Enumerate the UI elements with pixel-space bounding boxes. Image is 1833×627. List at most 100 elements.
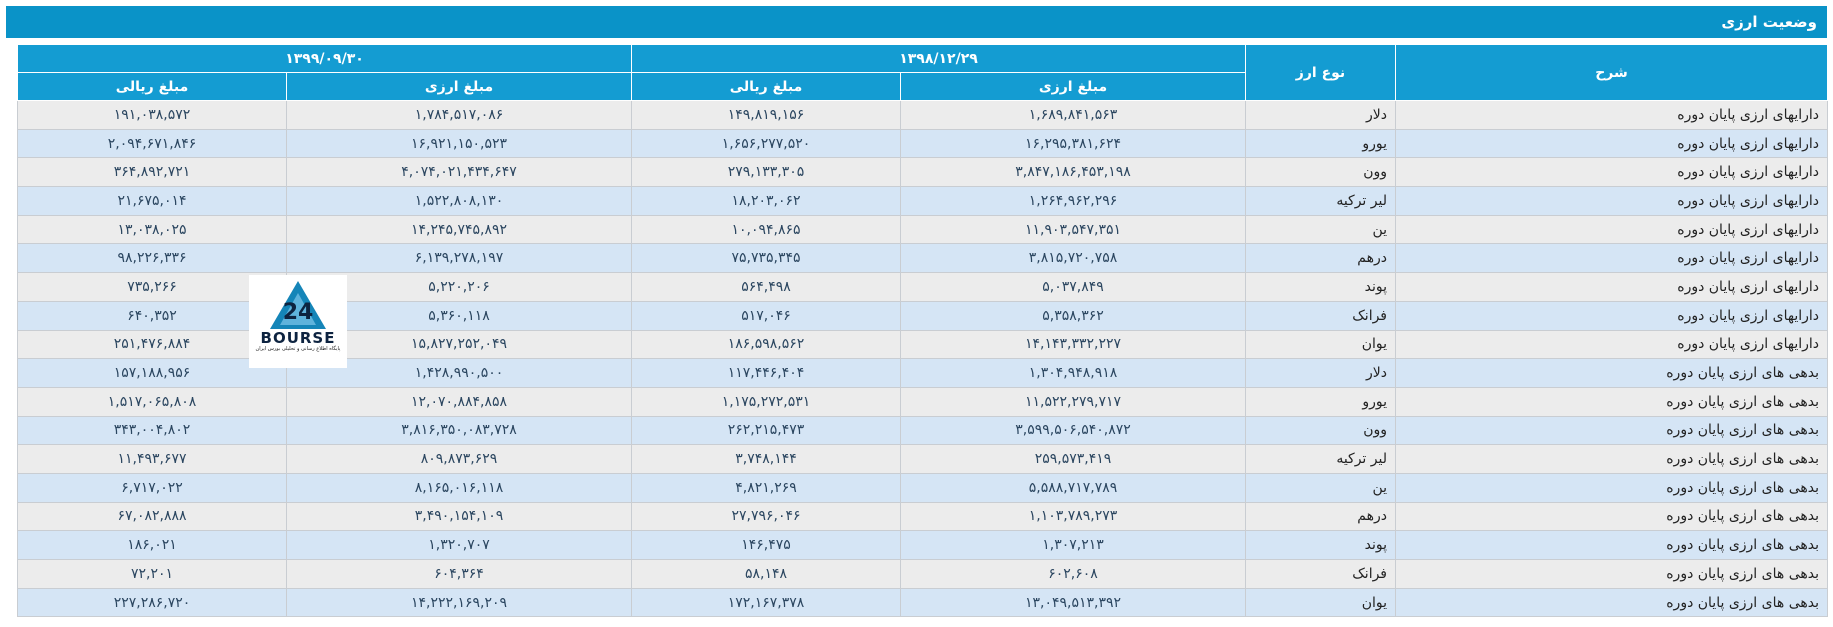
header-cell: ۱۳۹۹/۰۹/۳۰: [17, 44, 632, 73]
description-cell: بدهی های ارزی پایان دوره: [1395, 358, 1828, 388]
amount-cell: ۳,۸۱۶,۳۵۰,۰۸۳,۷۲۸: [286, 415, 632, 446]
amount-cell: ۴,۸۲۱,۲۶۹: [631, 472, 901, 503]
table-row: بدهی های ارزی پایان دوره لیر ترکیه ۲۵۹,۵۷۳…: [17, 444, 1828, 474]
currency-cell: یوان: [1245, 587, 1396, 618]
amount-cell: ۲۶۲,۲۱۵,۴۷۳: [631, 415, 901, 446]
amount-cell: ۱,۳۰۷,۲۱۳: [900, 530, 1246, 560]
amount-cell: ۱۶,۲۹۵,۳۸۱,۶۲۴: [900, 128, 1246, 159]
logo-brand: BOURSE: [260, 329, 336, 347]
amount-cell: ۵۶۴,۴۹۸: [631, 272, 901, 302]
amount-cell: ۵,۵۸۸,۷۱۷,۷۸۹: [900, 472, 1246, 503]
amount-cell: ۱۶,۹۲۱,۱۵۰,۵۲۳: [286, 128, 632, 159]
amount-cell: ۲۷۹,۱۳۳,۳۰۵: [631, 157, 901, 188]
amount-cell: ۱۳,۰۴۹,۵۱۳,۳۹۲: [900, 587, 1246, 618]
svg-text:24: 24: [283, 300, 314, 325]
amount-cell: ۶۷,۰۸۲,۸۸۸: [17, 501, 287, 532]
description-cell: بدهی های ارزی پایان دوره: [1395, 587, 1828, 618]
currency-cell: لیر ترکیه: [1245, 444, 1396, 474]
amount-cell: ۷۵,۷۳۵,۳۴۵: [631, 243, 901, 274]
amount-cell: ۱,۷۸۴,۵۱۷,۰۸۶: [286, 100, 632, 130]
description-cell: بدهی های ارزی پایان دوره: [1395, 444, 1828, 474]
description-cell: بدهی های ارزی پایان دوره: [1395, 415, 1828, 446]
header-cell: شرح: [1395, 44, 1828, 101]
amount-cell: ۶۰۲,۶۰۸: [900, 559, 1246, 589]
amount-cell: ۱,۵۱۷,۰۶۵,۸۰۸: [17, 386, 287, 417]
amount-cell: ۱۴,۲۲۲,۱۶۹,۲۰۹: [286, 587, 632, 618]
description-cell: دارایهای ارزی پایان دوره: [1395, 214, 1828, 245]
table-header: شرح نوع ارز ۱۳۹۸/۱۲/۲۹ ۱۳۹۹/۰۹/۳۰ مبلغ ا…: [17, 44, 1828, 101]
amount-cell: ۳,۵۹۹,۵۰۶,۵۴۰,۸۷۲: [900, 415, 1246, 446]
amount-cell: ۱۱,۴۹۳,۶۷۷: [17, 444, 287, 474]
table-row: بدهی های ارزی پایان دوره یورو ۱۱,۵۲۲,۲۷۹,۷…: [17, 386, 1828, 417]
amount-cell: ۱۴۶,۴۷۵: [631, 530, 901, 560]
description-cell: دارایهای ارزی پایان دوره: [1395, 128, 1828, 159]
amount-cell: ۵۱۷,۰۴۶: [631, 300, 901, 331]
amount-cell: ۲۷,۷۹۶,۰۴۶: [631, 501, 901, 532]
amount-cell: ۱۸۶,۵۹۸,۵۶۲: [631, 329, 901, 360]
amount-cell: ۱۲,۰۷۰,۸۸۴,۸۵۸: [286, 386, 632, 417]
header-cell: مبلغ ریالی: [17, 72, 287, 101]
currency-cell: ین: [1245, 472, 1396, 503]
amount-cell: ۱۵۷,۱۸۸,۹۵۶: [17, 358, 287, 388]
table-body: دارایهای ارزی پایان دوره دلار ۱,۶۸۹,۸۴۱,۵۶…: [17, 100, 1828, 618]
amount-cell: ۸,۱۶۵,۰۱۶,۱۱۸: [286, 472, 632, 503]
description-cell: بدهی های ارزی پایان دوره: [1395, 559, 1828, 589]
amount-cell: ۱,۱۰۳,۷۸۹,۲۷۳: [900, 501, 1246, 532]
amount-cell: ۴,۰۷۴,۰۲۱,۴۳۴,۶۴۷: [286, 157, 632, 188]
amount-cell: ۱۷۲,۱۶۷,۳۷۸: [631, 587, 901, 618]
header-cell: ۱۳۹۸/۱۲/۲۹: [631, 44, 1246, 73]
amount-cell: ۵,۰۳۷,۸۴۹: [900, 272, 1246, 302]
amount-cell: ۶,۷۱۷,۰۲۲: [17, 472, 287, 503]
amount-cell: ۵,۳۵۸,۳۶۲: [900, 300, 1246, 331]
amount-cell: ۱۸۶,۰۲۱: [17, 530, 287, 560]
amount-cell: ۳,۸۴۷,۱۸۶,۴۵۳,۱۹۸: [900, 157, 1246, 188]
amount-cell: ۱,۳۰۴,۹۴۸,۹۱۸: [900, 358, 1246, 388]
amount-cell: ۱۴,۱۴۳,۳۳۲,۲۲۷: [900, 329, 1246, 360]
header-cell: نوع ارز: [1245, 44, 1396, 101]
table-row: دارایهای ارزی پایان دوره ین ۱۱,۹۰۳,۵۴۷,۳۵۱…: [17, 214, 1828, 245]
description-cell: دارایهای ارزی پایان دوره: [1395, 186, 1828, 216]
amount-cell: ۷۳۵,۲۶۶: [17, 272, 287, 302]
watermark-logo: 24 BOURSE پایگاه اطلاع رسانی و تحلیلی بو…: [249, 275, 347, 368]
amount-cell: ۲,۰۹۴,۶۷۱,۸۴۶: [17, 128, 287, 159]
table-row: دارایهای ارزی پایان دوره فرانک ۵,۳۵۸,۳۶۲ ۵۱…: [17, 300, 1828, 331]
amount-cell: ۱۹۱,۰۳۸,۵۷۲: [17, 100, 287, 130]
amount-cell: ۹۸,۲۲۶,۳۳۶: [17, 243, 287, 274]
description-cell: بدهی های ارزی پایان دوره: [1395, 386, 1828, 417]
amount-cell: ۱,۴۲۸,۹۹۰,۵۰۰: [286, 358, 632, 388]
table-row: دارایهای ارزی پایان دوره لیر ترکیه ۱,۲۶۴,۹…: [17, 186, 1828, 216]
amount-cell: ۱۱,۵۲۲,۲۷۹,۷۱۷: [900, 386, 1246, 417]
description-cell: دارایهای ارزی پایان دوره: [1395, 329, 1828, 360]
table-row: بدهی های ارزی پایان دوره وون ۳,۵۹۹,۵۰۶,۵۴۰…: [17, 415, 1828, 446]
table-row: دارایهای ارزی پایان دوره دلار ۱,۶۸۹,۸۴۱,۵۶…: [17, 100, 1828, 130]
amount-cell: ۶۴۰,۳۵۲: [17, 300, 287, 331]
table-row: بدهی های ارزی پایان دوره درهم ۱,۱۰۳,۷۸۹,۲۷…: [17, 501, 1828, 532]
logo-icon: 24: [270, 281, 326, 329]
amount-cell: ۲۲۷,۲۸۶,۷۲۰: [17, 587, 287, 618]
amount-cell: ۳,۷۴۸,۱۴۴: [631, 444, 901, 474]
description-cell: دارایهای ارزی پایان دوره: [1395, 100, 1828, 130]
amount-cell: ۲۵۱,۴۷۶,۸۸۴: [17, 329, 287, 360]
amount-cell: ۱,۱۷۵,۲۷۲,۵۳۱: [631, 386, 901, 417]
description-cell: بدهی های ارزی پایان دوره: [1395, 472, 1828, 503]
amount-cell: ۱۸,۲۰۳,۰۶۲: [631, 186, 901, 216]
description-cell: بدهی های ارزی پایان دوره: [1395, 530, 1828, 560]
currency-cell: یورو: [1245, 128, 1396, 159]
amount-cell: ۳۴۳,۰۰۴,۸۰۲: [17, 415, 287, 446]
currency-cell: وون: [1245, 415, 1396, 446]
currency-cell: دلار: [1245, 100, 1396, 130]
table-row: بدهی های ارزی پایان دوره پوند ۱,۳۰۷,۲۱۳ ۱۴۶…: [17, 530, 1828, 560]
table-row: بدهی های ارزی پایان دوره فرانک ۶۰۲,۶۰۸ ۵۸,۱…: [17, 559, 1828, 589]
amount-cell: ۱۱,۹۰۳,۵۴۷,۳۵۱: [900, 214, 1246, 245]
logo-subtitle: پایگاه اطلاع رسانی و تحلیلی بورس ایران: [255, 346, 341, 352]
currency-cell: دلار: [1245, 358, 1396, 388]
table-row: بدهی های ارزی پایان دوره یوان ۱۳,۰۴۹,۵۱۳,۳…: [17, 587, 1828, 618]
header-cell: مبلغ ارزی: [286, 72, 632, 101]
table-row: بدهی های ارزی پایان دوره دلار ۱,۳۰۴,۹۴۸,۹۱…: [17, 358, 1828, 388]
header-cell: مبلغ ریالی: [631, 72, 901, 101]
amount-cell: ۷۲,۲۰۱: [17, 559, 287, 589]
currency-cell: ین: [1245, 214, 1396, 245]
title-bar: وضعیت ارزی: [6, 6, 1827, 38]
